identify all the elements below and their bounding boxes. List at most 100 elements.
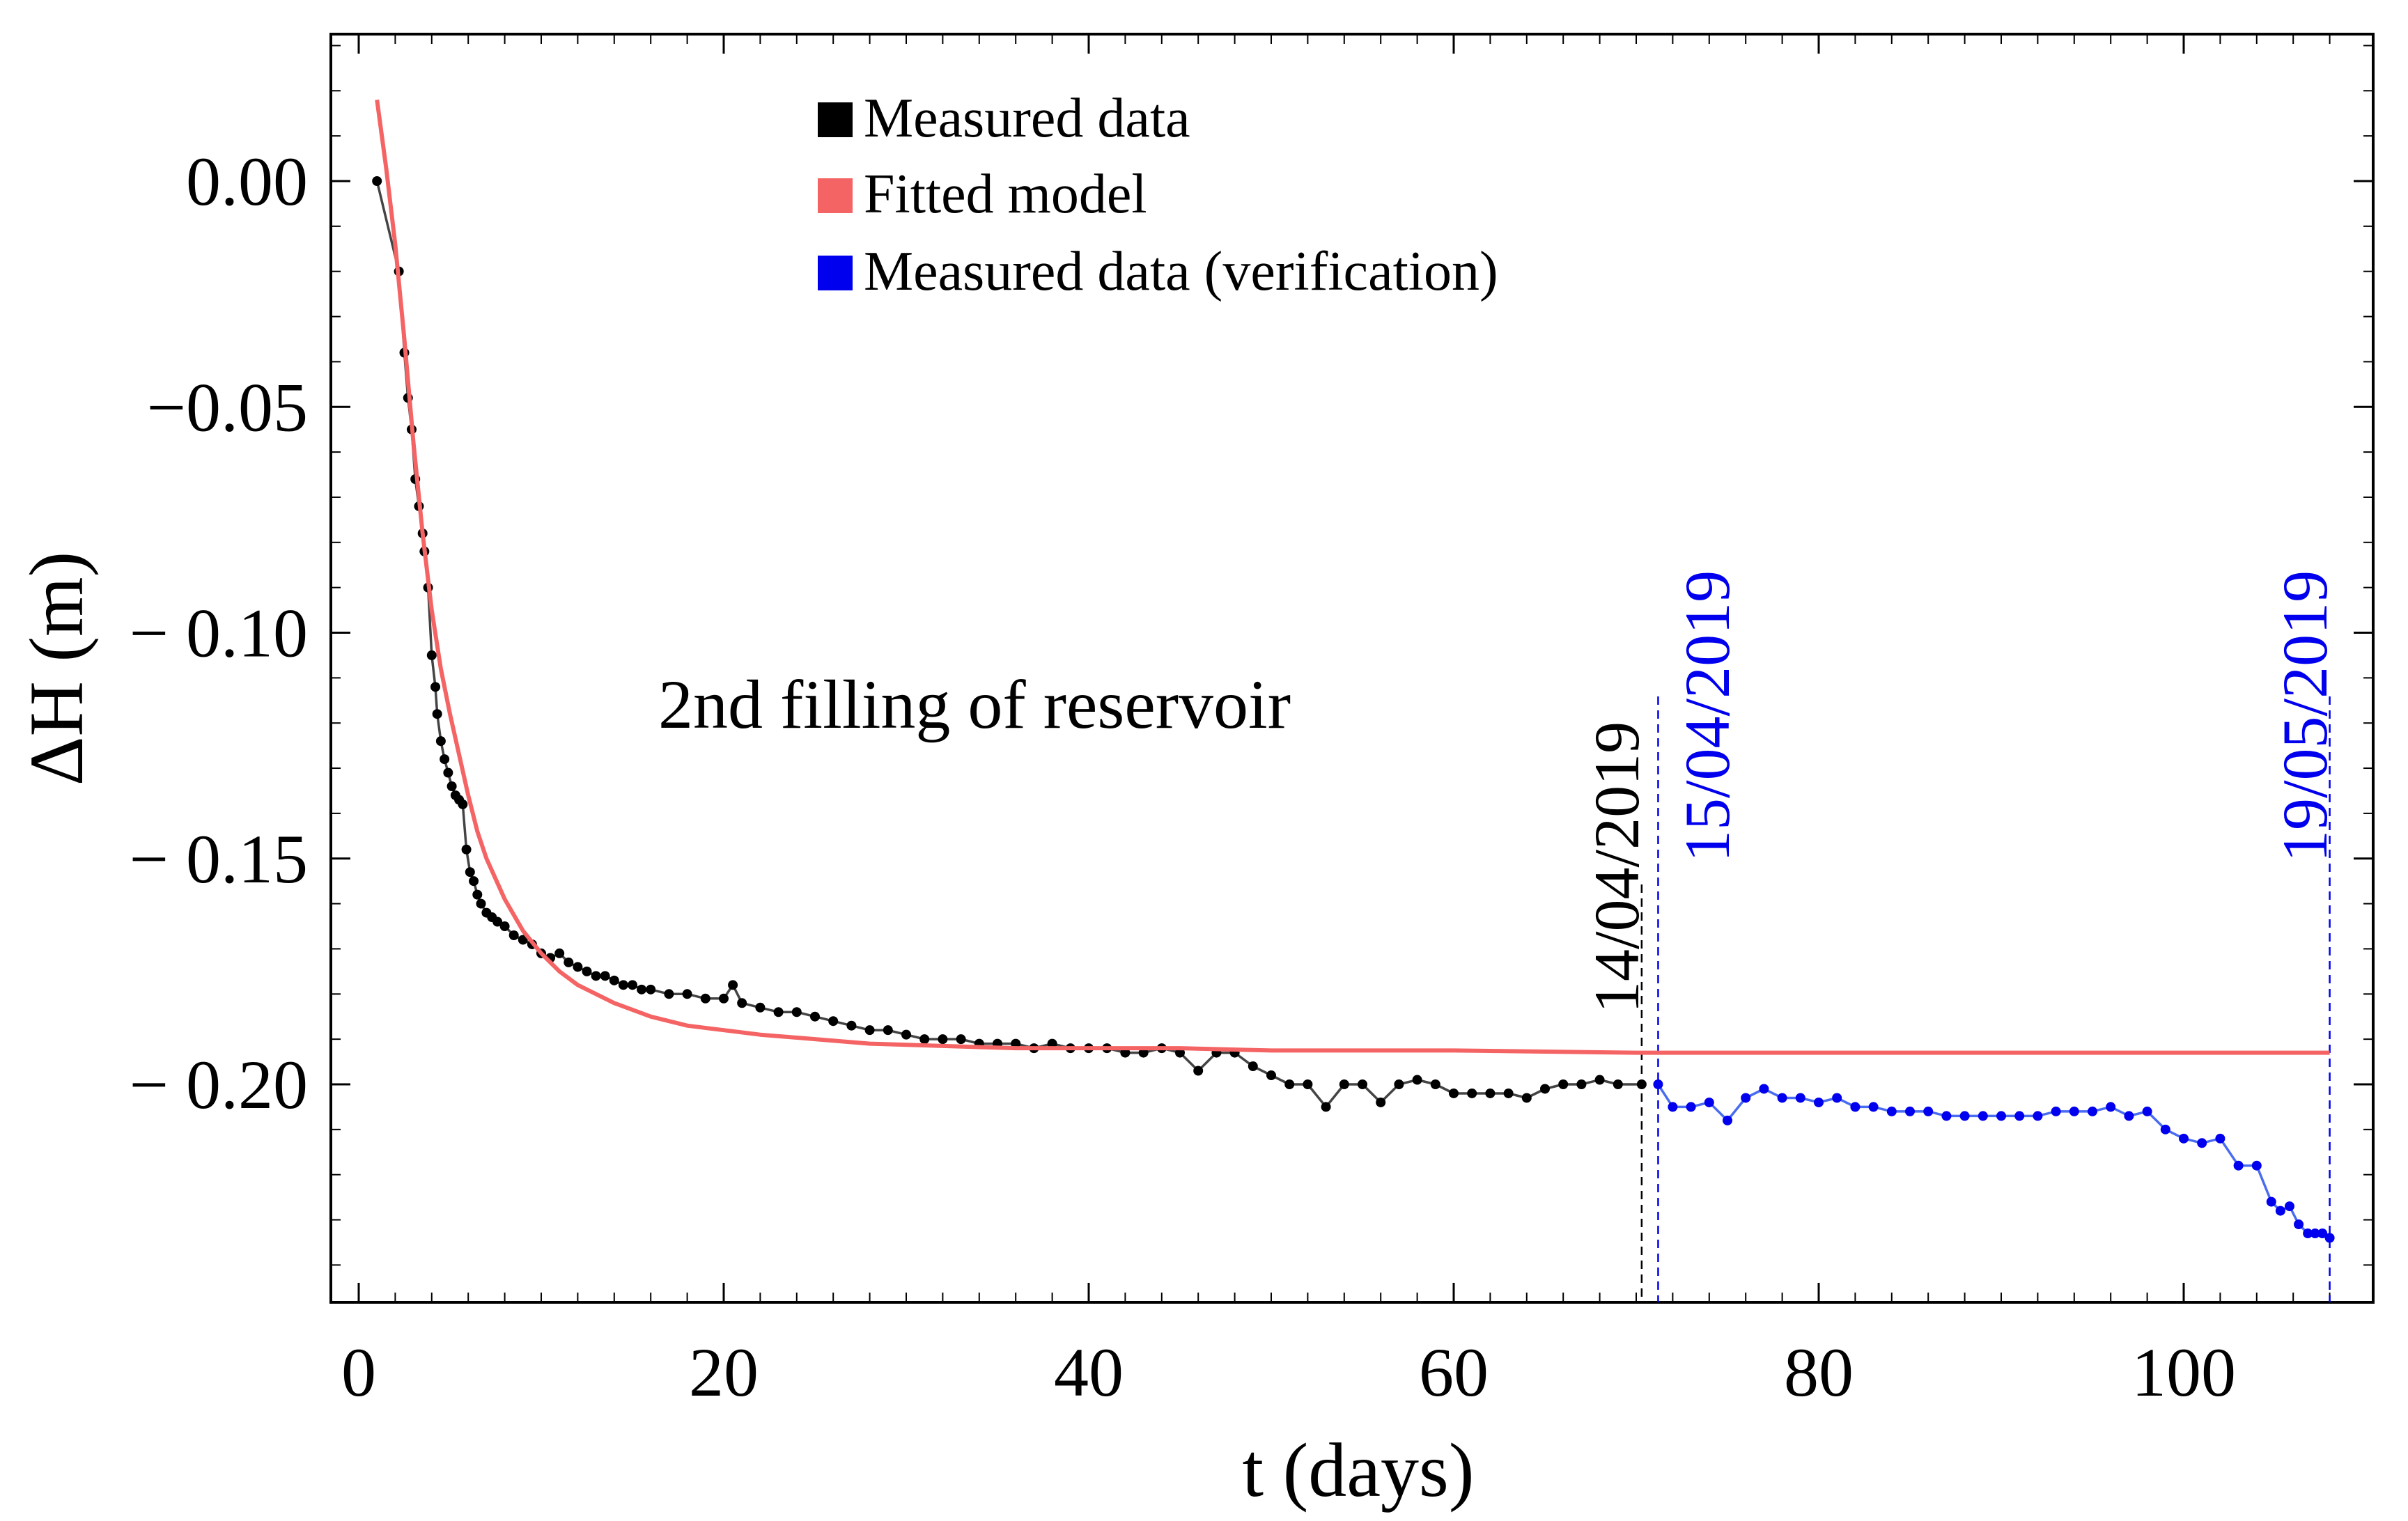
measured-data-point bbox=[1540, 1084, 1550, 1094]
x-axis-ticks: 0 20 40 60 80 100 bbox=[341, 34, 2331, 1411]
verification-data-point bbox=[2294, 1219, 2304, 1230]
measured-data-point bbox=[1485, 1088, 1496, 1098]
measured-data-point bbox=[1193, 1066, 1204, 1076]
verification-data-point bbox=[2197, 1138, 2207, 1148]
verification-data-point bbox=[2051, 1106, 2061, 1116]
verification-data-point bbox=[2179, 1133, 2189, 1144]
measured-data-point bbox=[573, 962, 583, 972]
measured-data-point bbox=[1394, 1079, 1404, 1089]
verification-data-point bbox=[2233, 1160, 2244, 1171]
verification-data-point bbox=[2215, 1133, 2226, 1144]
measured-data-point bbox=[628, 980, 637, 990]
measured-data-point bbox=[810, 1011, 820, 1022]
measured-data-point bbox=[1467, 1088, 1477, 1098]
verification-data-point bbox=[1668, 1102, 1678, 1112]
verification-data-point bbox=[2251, 1160, 2262, 1171]
verification-data-point bbox=[1978, 1111, 1988, 1121]
measured-data-point bbox=[737, 998, 747, 1008]
verification-data-point bbox=[2303, 1228, 2313, 1239]
verification-data-point bbox=[2124, 1111, 2134, 1121]
verification-data-point bbox=[2310, 1228, 2320, 1239]
annotation-text: 2nd filling of reservoir bbox=[658, 666, 1291, 743]
measured-data-point bbox=[1284, 1079, 1295, 1089]
verification-data-point bbox=[1923, 1106, 1934, 1116]
verification-data-point bbox=[1723, 1115, 1732, 1125]
marker-date-label: 15/04/2019 bbox=[1672, 570, 1743, 862]
measured-data-point bbox=[956, 1034, 966, 1045]
measured-data-point bbox=[1594, 1075, 1605, 1085]
verification-data-point bbox=[1832, 1093, 1842, 1103]
measured-data-point bbox=[564, 957, 574, 967]
measured-data-point bbox=[1449, 1088, 1459, 1098]
measured-data-point bbox=[508, 930, 519, 940]
verification-data-point bbox=[1759, 1084, 1769, 1094]
measured-data-point bbox=[755, 1002, 766, 1013]
measured-data-point bbox=[426, 650, 437, 660]
measured-data-point bbox=[1339, 1079, 1349, 1089]
verification-data-point bbox=[1741, 1093, 1751, 1103]
verification-data-point bbox=[2142, 1106, 2152, 1116]
y-axis-ticks: 0.00 −0.05 − 0.10 − 0.15 − 0.20 bbox=[130, 45, 2373, 1266]
measured-data-point bbox=[919, 1034, 930, 1045]
measured-data-point bbox=[499, 921, 510, 932]
measured-data-point bbox=[492, 916, 503, 927]
y-tick-label: − 0.15 bbox=[130, 820, 308, 898]
measured-data-point bbox=[1576, 1079, 1587, 1089]
verification-data-point bbox=[1814, 1097, 1824, 1107]
verification-data-point bbox=[1941, 1111, 1952, 1121]
verification-data-point bbox=[2324, 1233, 2335, 1243]
measured-data-point bbox=[1613, 1079, 1623, 1089]
legend-swatch-measured bbox=[818, 102, 853, 137]
marker-date-label: 19/05/2019 bbox=[2269, 570, 2340, 862]
measured-data-point bbox=[582, 966, 592, 976]
measured-data-point bbox=[472, 889, 483, 900]
measured-data-point bbox=[938, 1034, 948, 1045]
measured-data-point bbox=[1521, 1093, 1532, 1103]
measured-data-point bbox=[1266, 1070, 1276, 1081]
verification-data-point bbox=[2106, 1102, 2116, 1112]
measured-data-point bbox=[682, 989, 692, 999]
verification-data-point bbox=[2033, 1111, 2043, 1121]
legend-swatch-verification bbox=[818, 256, 853, 290]
verification-data-point bbox=[1704, 1097, 1714, 1107]
measured-data-point bbox=[458, 799, 468, 809]
x-tick-label: 80 bbox=[1784, 1334, 1854, 1411]
x-tick-label: 60 bbox=[1419, 1334, 1489, 1411]
x-tick-label: 100 bbox=[2131, 1334, 2236, 1411]
measured-data-point bbox=[646, 984, 656, 994]
y-tick-label: 0.00 bbox=[186, 143, 308, 220]
verification-data-point bbox=[1886, 1106, 1897, 1116]
measured-data-point bbox=[469, 876, 479, 887]
measured-data-point bbox=[430, 682, 441, 692]
measured-data-point bbox=[432, 709, 442, 719]
verification-data-point bbox=[2275, 1206, 2285, 1216]
measured-data-point bbox=[372, 176, 382, 186]
y-axis-label: ΔH (m) bbox=[14, 552, 99, 786]
verification-data-point bbox=[2014, 1111, 2025, 1121]
verification-data-point bbox=[1959, 1111, 1970, 1121]
verification-data-point bbox=[1686, 1102, 1696, 1112]
measured-data-point bbox=[618, 980, 628, 990]
measured-data-point bbox=[1636, 1079, 1647, 1089]
measured-data-point bbox=[1358, 1079, 1367, 1089]
verification-data-point bbox=[2069, 1106, 2079, 1116]
measured-data-point bbox=[443, 767, 453, 778]
measured-data-point bbox=[476, 898, 486, 909]
measured-data-point bbox=[700, 993, 710, 1004]
measured-data-point bbox=[446, 781, 457, 791]
x-tick-label: 0 bbox=[341, 1334, 376, 1411]
measured-data-point bbox=[518, 935, 528, 945]
measured-data-point bbox=[1120, 1047, 1131, 1058]
plot-frame bbox=[329, 33, 2375, 1304]
verification-data-point bbox=[1795, 1093, 1805, 1103]
y-tick-label: − 0.20 bbox=[130, 1046, 308, 1123]
legend-label-measured: Measured data bbox=[864, 88, 1190, 149]
verification-data-point bbox=[1905, 1106, 1915, 1116]
measured-data-point bbox=[609, 975, 619, 985]
measured-data-point bbox=[554, 948, 565, 958]
verification-data-point bbox=[1653, 1079, 1663, 1089]
measured-data-point bbox=[1321, 1102, 1331, 1112]
measured-data-point bbox=[719, 993, 729, 1004]
